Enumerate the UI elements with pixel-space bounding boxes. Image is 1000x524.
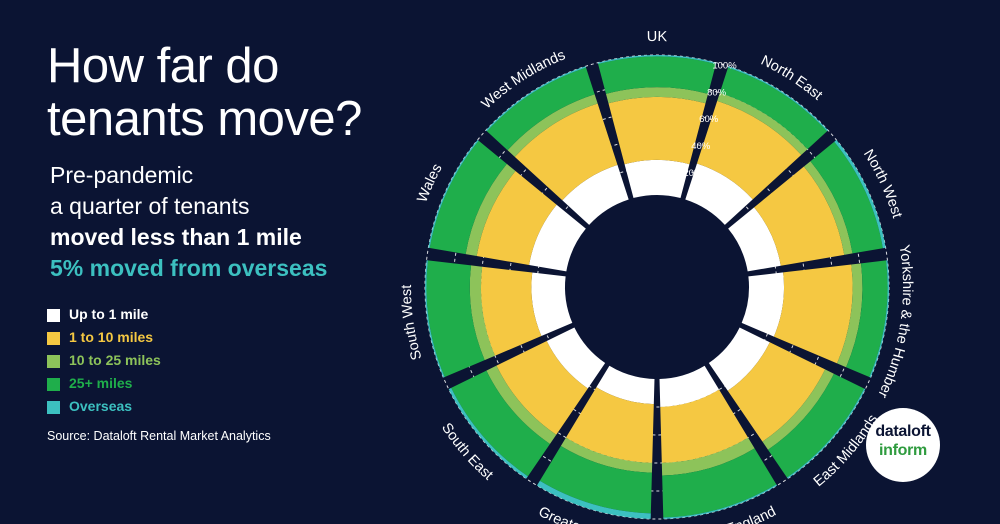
bar-segment (476, 170, 557, 266)
legend-label: 10 to 25 miles (69, 352, 161, 368)
logo-text-bottom: inform (879, 442, 927, 459)
bar-segment (536, 480, 651, 519)
bar-segment (659, 365, 720, 407)
page-title: How far do tenants move? (47, 39, 362, 146)
bar-segment (803, 161, 853, 255)
bar-segment (596, 365, 655, 405)
bar-segment (429, 140, 507, 255)
axis-tick-label: 40% (691, 141, 711, 152)
axis-tick-label: 80% (707, 87, 727, 98)
bar-segment (719, 67, 828, 150)
bar-segment (539, 445, 652, 514)
bar-segment (496, 341, 588, 435)
bar-segment (605, 87, 709, 104)
bar-segment (696, 100, 802, 200)
source-note: Source: Dataloft Rental Market Analytics (47, 429, 271, 443)
legend-swatch (47, 378, 60, 391)
bar-segment (608, 97, 706, 165)
bar-segment (837, 263, 863, 368)
bar-segment (685, 163, 753, 225)
bar-segment (514, 103, 618, 201)
bar-segment (741, 272, 784, 337)
bar-segment (660, 389, 749, 463)
bar-segment (486, 67, 595, 151)
bar-segment (662, 448, 777, 518)
bar-segment (546, 327, 606, 389)
axis-tick-label: 100% (712, 60, 737, 71)
bar-north-west (728, 139, 886, 272)
legend-swatch (47, 309, 60, 322)
bar-segment (426, 260, 485, 378)
bar-segment (767, 373, 865, 478)
bar-segment (562, 164, 629, 225)
bar-segment (597, 55, 717, 65)
legend-swatch (47, 401, 60, 414)
bar-south-west (425, 260, 573, 378)
bar-segment (846, 260, 888, 378)
bar-segment (810, 141, 883, 254)
category-label: South West (399, 285, 425, 362)
bar-segment (451, 370, 550, 477)
bar-south-east (448, 327, 606, 479)
bar-segment (708, 327, 770, 391)
bar-segment (529, 204, 586, 272)
legend-label: Overseas (69, 398, 133, 414)
legend-label: 25+ miles (69, 375, 133, 391)
chart-bars (425, 55, 889, 519)
bar-segment (469, 265, 495, 361)
legend-swatch (47, 355, 60, 368)
bar-segment (465, 163, 516, 257)
bar-segment (624, 160, 690, 199)
bar-segment (717, 92, 808, 155)
bar-uk (597, 55, 717, 199)
bar-segment (762, 369, 834, 450)
bar-segment (531, 272, 573, 337)
axis-tick-label: 60% (699, 114, 719, 125)
subtitle-line-1: Pre-pandemic (50, 162, 194, 188)
bar-segment (560, 437, 653, 473)
dataloft-logo: dataloft inform (866, 408, 940, 482)
logo-text-top: dataloft (875, 423, 931, 440)
category-label: Wales (414, 161, 445, 204)
bar-yorkshire-the-humber (741, 260, 889, 378)
bar-segment (565, 387, 654, 463)
bar-segment (773, 264, 853, 364)
bar-wales (428, 139, 586, 272)
subtitle-overseas: 5% moved from overseas (50, 255, 328, 281)
axis-tick-label: 20% (683, 168, 703, 179)
legend-label: Up to 1 mile (69, 306, 149, 322)
bar-segment (598, 56, 716, 94)
axis-ticks: 20% 40% 60% 80% 100% (683, 60, 737, 178)
legend-label: 1 to 10 miles (69, 329, 154, 345)
legend-swatch (47, 332, 60, 345)
bar-segment (486, 365, 557, 444)
bar-segment (754, 166, 845, 266)
category-label: UK (647, 29, 668, 45)
bar-segment (507, 94, 598, 157)
subtitle-highlight: moved less than 1 mile (50, 224, 302, 250)
subtitle-line-2: a quarter of tenants (50, 193, 250, 219)
bar-west-midlands (485, 66, 629, 225)
bar-east-of-england (659, 365, 778, 519)
bar-greater-london (536, 365, 655, 519)
bar-segment (728, 207, 781, 272)
bar-segment (661, 437, 755, 476)
bar-east-midlands (708, 327, 866, 479)
bar-segment (727, 342, 826, 442)
bar-north-east (685, 66, 829, 225)
bar-segment (481, 266, 542, 356)
